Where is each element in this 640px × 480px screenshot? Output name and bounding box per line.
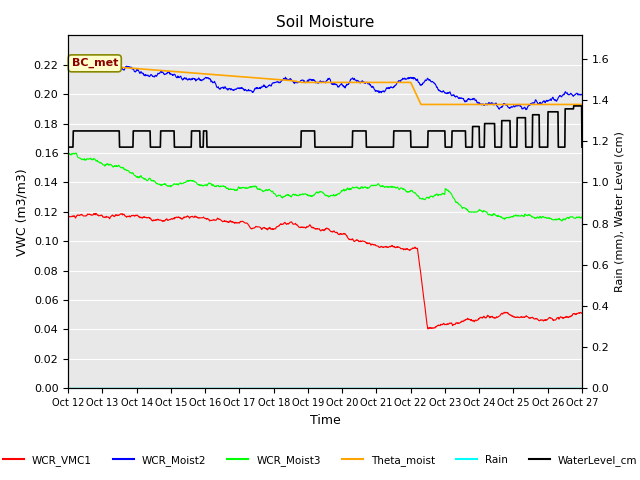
WCR_Moist3: [283, 192, 291, 198]
Theta_moist: [125, 65, 132, 71]
WaterLevel_cm: [356, 128, 364, 134]
Theta_moist: [64, 60, 72, 66]
WCR_Moist2: [283, 76, 291, 82]
WCR_VMC1: [125, 213, 133, 219]
WCR_Moist3: [578, 215, 586, 221]
Theta_moist: [417, 102, 425, 108]
WCR_Moist2: [578, 92, 586, 98]
WCR_Moist2: [303, 79, 310, 85]
Rain: [293, 385, 301, 391]
Legend: WCR_VMC1, WCR_Moist2, WCR_Moist3, Theta_moist, Rain, WaterLevel_cm: WCR_VMC1, WCR_Moist2, WCR_Moist3, Theta_…: [0, 451, 640, 470]
Rain: [282, 385, 290, 391]
WaterLevel_cm: [125, 144, 132, 150]
WCR_Moist2: [111, 63, 118, 69]
WaterLevel_cm: [570, 103, 577, 109]
Rain: [302, 385, 310, 391]
Rain: [104, 385, 112, 391]
WaterLevel_cm: [293, 144, 301, 150]
X-axis label: Time: Time: [310, 414, 340, 427]
Line: WaterLevel_cm: WaterLevel_cm: [68, 106, 582, 147]
WCR_Moist3: [72, 150, 80, 156]
Theta_moist: [578, 102, 586, 108]
Line: Theta_moist: Theta_moist: [68, 63, 582, 105]
WCR_Moist2: [293, 80, 301, 86]
Theta_moist: [104, 63, 112, 69]
Y-axis label: VWC (m3/m3): VWC (m3/m3): [15, 168, 28, 256]
WCR_VMC1: [303, 225, 310, 230]
WaterLevel_cm: [302, 128, 310, 134]
WCR_Moist2: [357, 79, 365, 84]
WCR_Moist3: [303, 192, 310, 197]
Rain: [578, 385, 586, 391]
Theta_moist: [356, 80, 364, 85]
Theta_moist: [293, 79, 301, 84]
Rain: [125, 385, 132, 391]
WCR_VMC1: [424, 326, 432, 332]
Line: WCR_VMC1: WCR_VMC1: [68, 213, 582, 329]
WaterLevel_cm: [104, 128, 112, 134]
WCR_VMC1: [357, 239, 365, 244]
WCR_Moist3: [558, 218, 566, 224]
WCR_VMC1: [104, 215, 112, 220]
Theta_moist: [302, 80, 310, 85]
Text: BC_met: BC_met: [72, 58, 118, 69]
WCR_Moist3: [293, 192, 301, 198]
WCR_Moist2: [125, 64, 133, 70]
WCR_Moist2: [64, 63, 72, 69]
WCR_Moist3: [125, 169, 133, 175]
WCR_Moist3: [104, 161, 112, 167]
Rain: [64, 385, 72, 391]
Title: Soil Moisture: Soil Moisture: [276, 15, 374, 30]
WCR_VMC1: [293, 222, 301, 228]
WCR_VMC1: [283, 221, 291, 227]
WCR_VMC1: [64, 214, 72, 219]
Y-axis label: Rain (mm), Water Level (cm): Rain (mm), Water Level (cm): [615, 132, 625, 292]
WCR_Moist3: [64, 150, 72, 156]
WCR_Moist2: [522, 107, 529, 112]
Line: WCR_Moist2: WCR_Moist2: [68, 66, 582, 109]
WCR_VMC1: [92, 210, 100, 216]
WCR_Moist2: [104, 65, 112, 71]
WCR_VMC1: [578, 311, 586, 316]
WaterLevel_cm: [64, 144, 72, 150]
WCR_Moist3: [357, 185, 365, 191]
Line: WCR_Moist3: WCR_Moist3: [68, 153, 582, 221]
WaterLevel_cm: [282, 144, 290, 150]
Rain: [356, 385, 364, 391]
Theta_moist: [282, 77, 290, 83]
WaterLevel_cm: [578, 144, 586, 150]
